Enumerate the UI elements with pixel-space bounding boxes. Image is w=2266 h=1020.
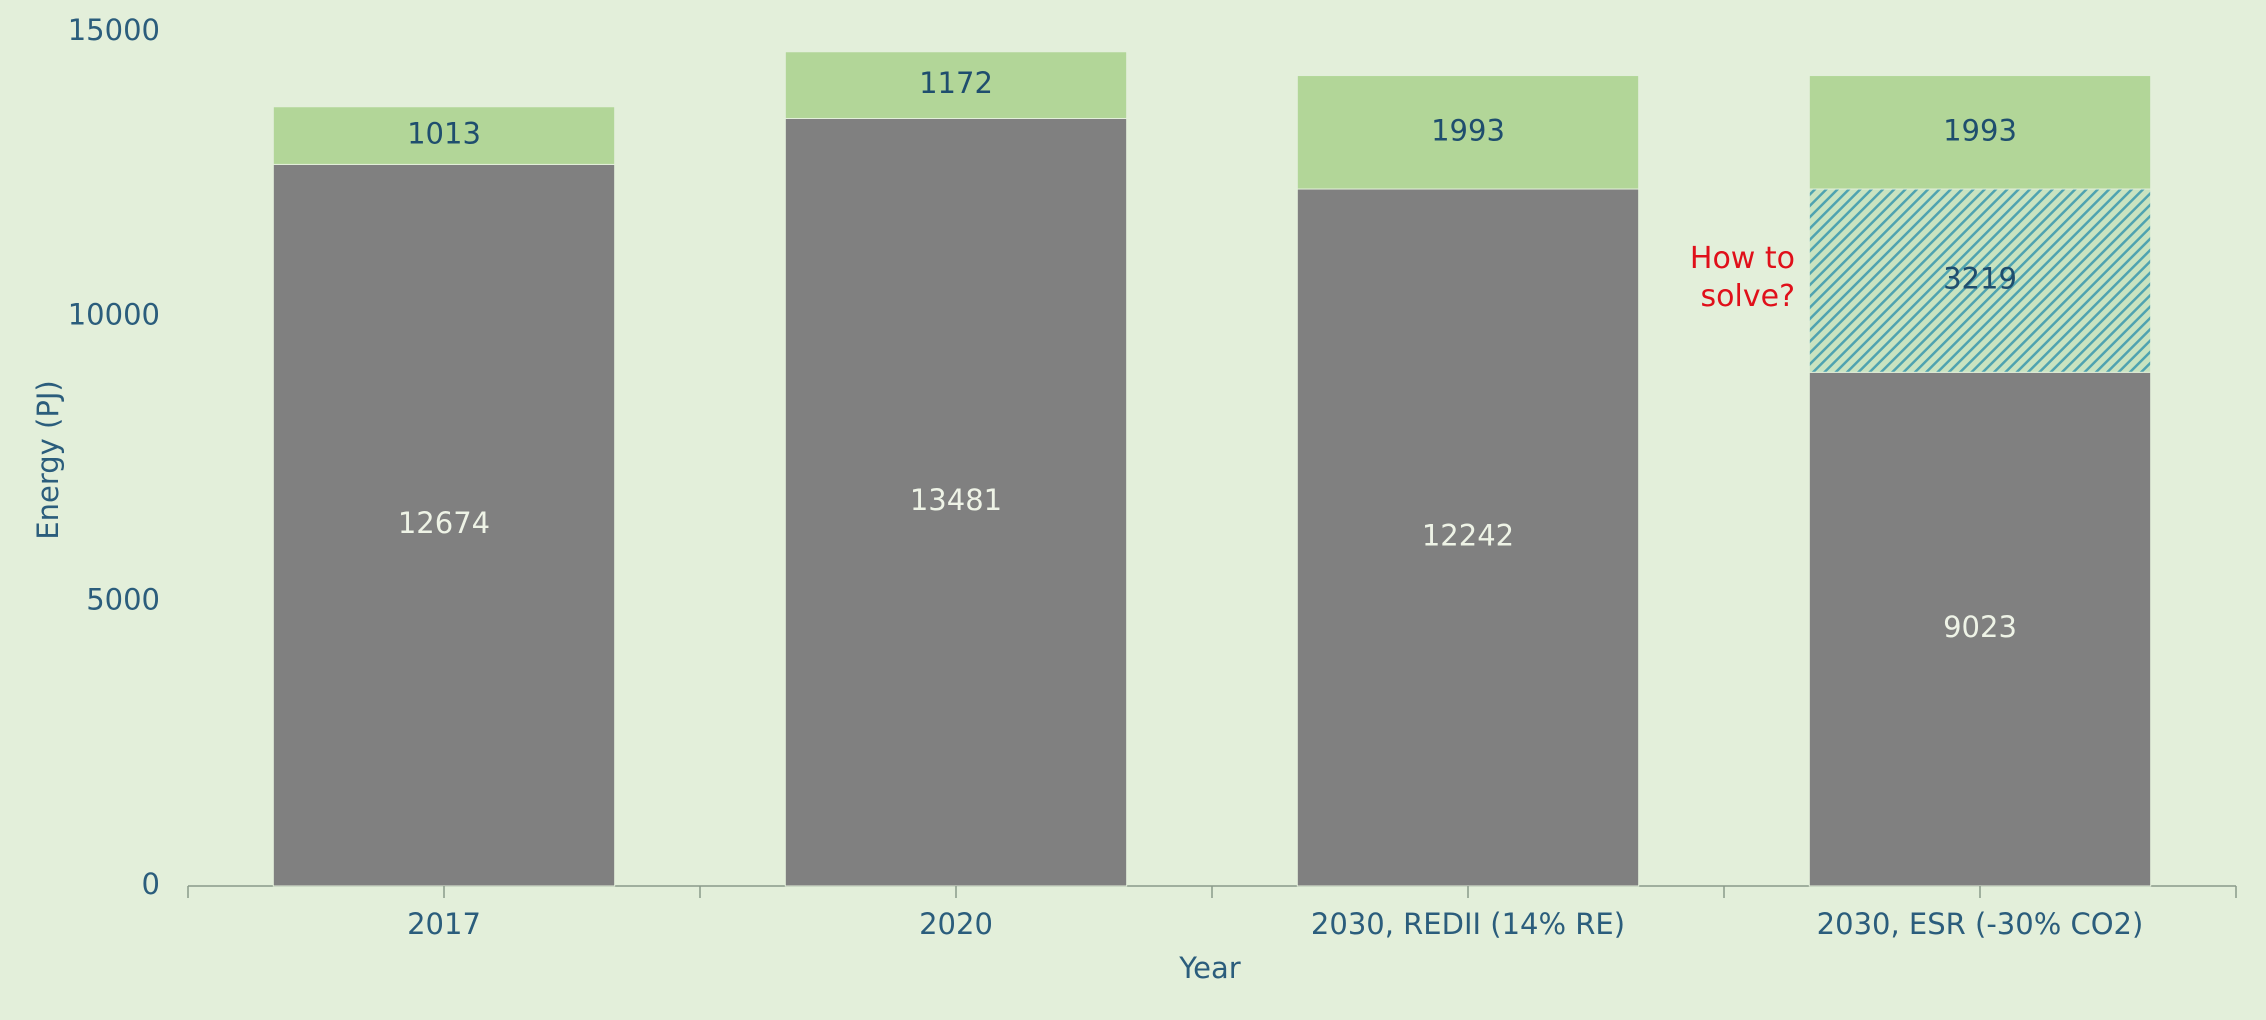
data-label: 13481 bbox=[910, 483, 1002, 517]
bar-segment bbox=[784, 51, 1128, 119]
data-label: 12674 bbox=[398, 506, 490, 540]
y-tick-label: 0 bbox=[142, 867, 160, 901]
data-label: 1993 bbox=[1431, 113, 1505, 147]
x-tick-label: 2017 bbox=[407, 907, 481, 941]
y-axis-label: Energy (PJ) bbox=[31, 380, 65, 539]
bar-segment bbox=[784, 117, 1128, 887]
x-tick-label: 2020 bbox=[919, 907, 993, 941]
data-label: 1993 bbox=[1943, 113, 2017, 147]
y-tick-label: 10000 bbox=[68, 298, 160, 332]
x-tick-label: 2030, REDII (14% RE) bbox=[1311, 907, 1625, 941]
y-tick-label: 5000 bbox=[86, 582, 160, 616]
data-label: 9023 bbox=[1943, 610, 2017, 644]
bar-segment bbox=[1296, 188, 1640, 887]
data-label: 12242 bbox=[1422, 519, 1514, 553]
x-tick-label: 2030, ESR (-30% CO2) bbox=[1817, 907, 2144, 941]
bar-segment bbox=[1808, 188, 2152, 373]
annotation: How to solve? bbox=[1689, 241, 1795, 314]
x-axis-label: Year bbox=[1178, 951, 1240, 985]
bar-segment bbox=[272, 163, 616, 887]
data-label: 1172 bbox=[919, 66, 993, 100]
data-label: 3219 bbox=[1943, 262, 2017, 296]
bar-segment bbox=[1808, 75, 2152, 190]
bar-segment bbox=[1296, 75, 1640, 190]
y-tick-label: 15000 bbox=[68, 13, 160, 47]
data-label: 1013 bbox=[407, 117, 481, 151]
bar-segment bbox=[272, 106, 616, 165]
